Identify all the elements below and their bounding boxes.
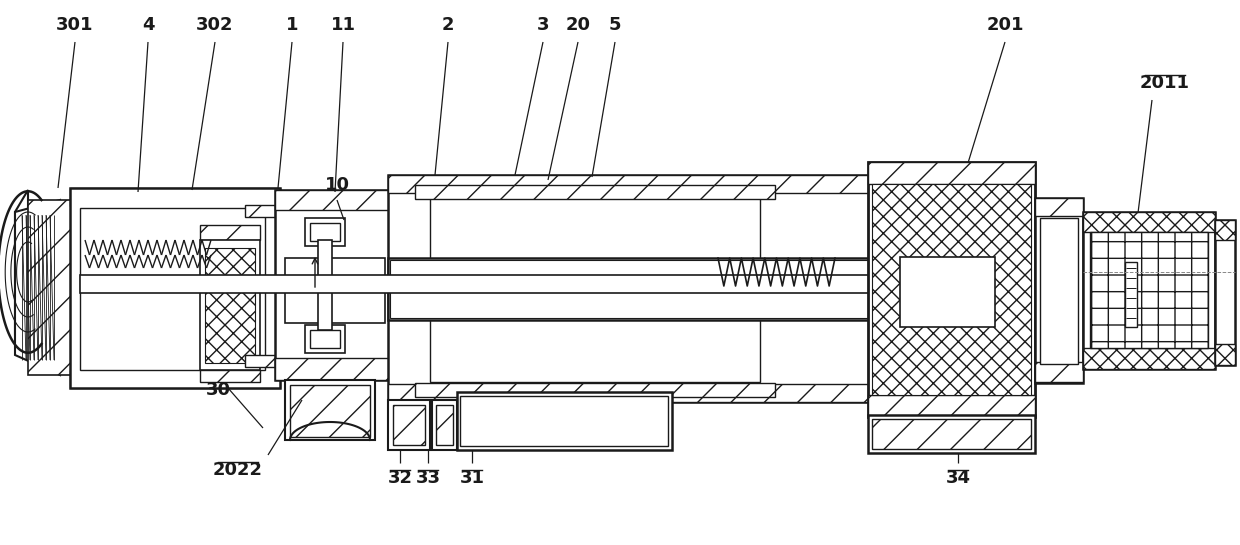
Text: 302: 302 [196, 16, 234, 34]
Bar [868, 395, 1035, 417]
Text: 33: 33 [415, 469, 440, 487]
Bar [275, 358, 391, 380]
Text: 11: 11 [331, 16, 356, 34]
Bar [460, 396, 668, 446]
Text: 30: 30 [206, 381, 231, 399]
Text: 2022: 2022 [213, 461, 263, 479]
Bar [458, 392, 672, 450]
Bar [388, 292, 870, 304]
Bar [275, 190, 391, 380]
Bar [205, 248, 255, 363]
Bar [29, 200, 91, 375]
Bar [285, 258, 384, 323]
Bar [305, 218, 345, 246]
Bar [285, 380, 374, 440]
Bar [432, 400, 458, 450]
Text: 5: 5 [609, 16, 621, 34]
Bar [388, 292, 870, 402]
Bar [415, 270, 775, 284]
Text: 201: 201 [986, 16, 1024, 34]
Bar [310, 330, 340, 348]
Bar [415, 383, 775, 397]
Bar [200, 370, 260, 382]
Bar [1090, 232, 1208, 348]
Bar [317, 240, 332, 330]
Bar [246, 205, 275, 217]
Bar [415, 300, 775, 312]
Bar [200, 225, 260, 240]
Bar [868, 415, 1035, 453]
Bar [1125, 262, 1137, 327]
Bar [69, 188, 280, 388]
Bar [275, 190, 391, 210]
Bar [246, 355, 275, 367]
Text: 301: 301 [56, 16, 94, 34]
Bar [388, 384, 870, 402]
Bar [388, 400, 430, 450]
Bar [393, 405, 425, 445]
Text: 3: 3 [537, 16, 549, 34]
Bar [415, 185, 775, 199]
Text: 1: 1 [285, 16, 299, 34]
Text: 10: 10 [325, 176, 350, 194]
Bar [305, 325, 345, 353]
Text: 32: 32 [388, 469, 413, 487]
Text: 34: 34 [946, 469, 971, 487]
Text: 20: 20 [565, 16, 590, 34]
Bar [900, 257, 994, 327]
Bar [872, 419, 1030, 449]
Bar [81, 275, 900, 293]
Bar [1035, 362, 1083, 382]
Polygon shape [15, 200, 60, 375]
Bar [872, 184, 1030, 395]
Bar [1083, 212, 1215, 369]
Bar [388, 270, 870, 284]
Text: 2: 2 [441, 16, 454, 34]
Bar [1035, 198, 1083, 216]
Bar [1215, 220, 1235, 240]
Bar [1215, 220, 1235, 365]
Bar [200, 240, 260, 370]
Text: 4: 4 [141, 16, 154, 34]
Text: 31: 31 [460, 469, 485, 487]
Bar [1040, 218, 1078, 364]
Bar [868, 162, 1035, 184]
Bar [1215, 344, 1235, 365]
Bar [69, 370, 280, 388]
Bar [1083, 348, 1215, 369]
Bar [868, 162, 1035, 417]
Bar [388, 175, 870, 285]
Bar [310, 223, 340, 241]
Bar [69, 188, 280, 206]
Bar [388, 175, 870, 193]
Bar [388, 258, 870, 320]
Bar [391, 260, 869, 318]
Bar [436, 405, 453, 445]
Bar [1035, 198, 1083, 383]
Text: 2011: 2011 [1140, 74, 1190, 92]
Polygon shape [15, 190, 29, 355]
Bar [1083, 212, 1215, 232]
Bar [430, 304, 760, 382]
Bar [430, 193, 760, 271]
Bar [290, 385, 370, 437]
Bar [81, 208, 265, 370]
